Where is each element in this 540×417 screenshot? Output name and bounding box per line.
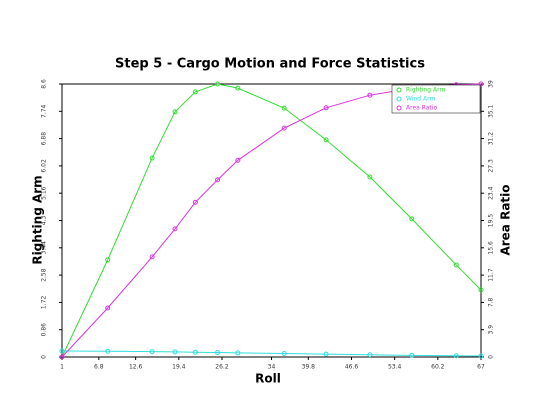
legend-label: Wind Arm <box>406 96 435 103</box>
y2-tick-label: 23.4 <box>488 186 495 200</box>
data-point <box>105 348 111 354</box>
y2-tick-label: 15.6 <box>488 241 495 255</box>
data-point <box>281 351 287 357</box>
data-point <box>367 352 373 358</box>
data-point <box>323 137 329 143</box>
data-point <box>323 105 329 111</box>
y2-tick-label: 11.7 <box>488 268 495 282</box>
data-point <box>235 157 241 163</box>
x-tick-label: 1 <box>60 364 64 371</box>
legend-marker <box>396 96 402 102</box>
data-point <box>59 348 65 354</box>
y-tick-label: 6.88 <box>41 132 48 146</box>
y-tick-label: 7.74 <box>41 104 48 118</box>
data-point <box>235 350 241 356</box>
y2-axis-label: Area Ratio <box>499 184 513 255</box>
y2-tick-label: 27.3 <box>488 159 495 173</box>
data-point <box>59 354 65 360</box>
data-point <box>192 349 198 355</box>
x-tick-label: 60.2 <box>431 364 445 371</box>
data-point <box>409 216 415 222</box>
y2-tick-label: 0 <box>488 355 495 359</box>
y-tick-label: 3.44 <box>41 241 48 255</box>
chart-title: Step 5 - Cargo Motion and Force Statisti… <box>115 57 425 72</box>
x-tick-label: 6.8 <box>94 364 104 371</box>
data-point <box>409 352 415 358</box>
x-tick-label: 67 <box>477 364 485 371</box>
data-point <box>149 155 155 161</box>
data-point <box>281 105 287 111</box>
y-tick-label: 4.3 <box>41 216 48 226</box>
x-axis-label: Roll <box>255 372 281 386</box>
legend-label: Righting Arm <box>406 87 445 94</box>
y2-tick-label: 3.9 <box>488 325 495 335</box>
data-point <box>172 109 178 115</box>
data-point <box>478 287 484 293</box>
y2-tick-label: 35.1 <box>488 104 495 118</box>
data-point <box>323 351 329 357</box>
data-point <box>478 81 484 87</box>
x-tick-label: 19.4 <box>172 364 186 371</box>
data-point <box>367 92 373 98</box>
data-point <box>478 353 484 359</box>
x-tick-label: 53.4 <box>388 364 402 371</box>
legend-marker <box>396 105 402 111</box>
y-tick-label: 6.02 <box>41 159 48 173</box>
series-line <box>61 350 482 357</box>
data-point <box>105 257 111 263</box>
x-tick-label: 26.2 <box>215 364 229 371</box>
y-tick-label: 2.58 <box>41 268 48 282</box>
data-point <box>367 174 373 180</box>
data-point <box>215 177 221 183</box>
y-tick-label: 5.16 <box>41 186 48 200</box>
x-tick-label: 12.6 <box>129 364 143 371</box>
x-tick-label: 34 <box>268 364 276 371</box>
y2-tick-label: 39 <box>488 80 495 88</box>
y2-tick-label: 31.2 <box>488 132 495 146</box>
data-point <box>215 81 221 87</box>
data-point <box>215 350 221 356</box>
y-axis-label: Righting Arm <box>31 175 45 264</box>
data-point <box>192 199 198 205</box>
data-point <box>453 262 459 268</box>
series-line <box>61 83 482 358</box>
data-point <box>105 305 111 311</box>
y-tick-label: 0.86 <box>41 323 48 337</box>
data-point <box>281 125 287 131</box>
data-point <box>172 226 178 232</box>
legend-box <box>391 84 481 114</box>
data-point <box>453 353 459 359</box>
legend-marker <box>396 87 402 93</box>
data-point <box>172 349 178 355</box>
data-point <box>192 89 198 95</box>
x-tick-label: 39.8 <box>302 364 316 371</box>
y2-tick-label: 7.8 <box>488 297 495 307</box>
data-point <box>149 254 155 260</box>
data-point <box>149 349 155 355</box>
y-tick-label: 8.6 <box>41 79 48 89</box>
legend-label: Area Ratio <box>406 105 437 112</box>
data-point <box>235 85 241 91</box>
y-tick-label: 0 <box>41 355 48 359</box>
y2-tick-label: 19.5 <box>488 214 495 228</box>
y-tick-label: 1.72 <box>41 296 48 310</box>
x-tick-label: 46.6 <box>345 364 359 371</box>
